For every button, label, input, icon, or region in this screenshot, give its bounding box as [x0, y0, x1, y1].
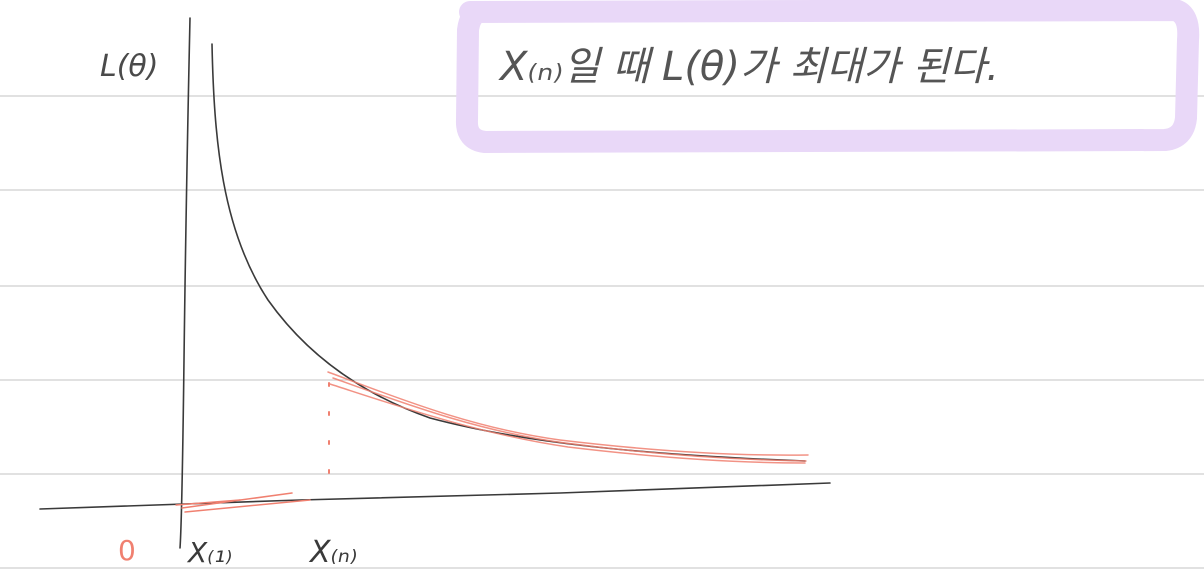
red-highlight-tail [328, 372, 808, 463]
x-axis [40, 483, 830, 509]
tick-right-label: X₍ₙ₎ [308, 535, 357, 570]
axes [40, 18, 830, 548]
tick-left-label: X₍₁₎ [186, 536, 232, 569]
likelihood-curve [212, 44, 805, 461]
origin-label: 0 [118, 534, 136, 567]
y-axis [180, 18, 190, 548]
highlight-text: X₍ₙ₎일 때 L(θ)가 최대가 된다. [498, 44, 999, 90]
y-axis-label: L(θ) [100, 49, 158, 84]
ruled-lines [0, 96, 1204, 568]
